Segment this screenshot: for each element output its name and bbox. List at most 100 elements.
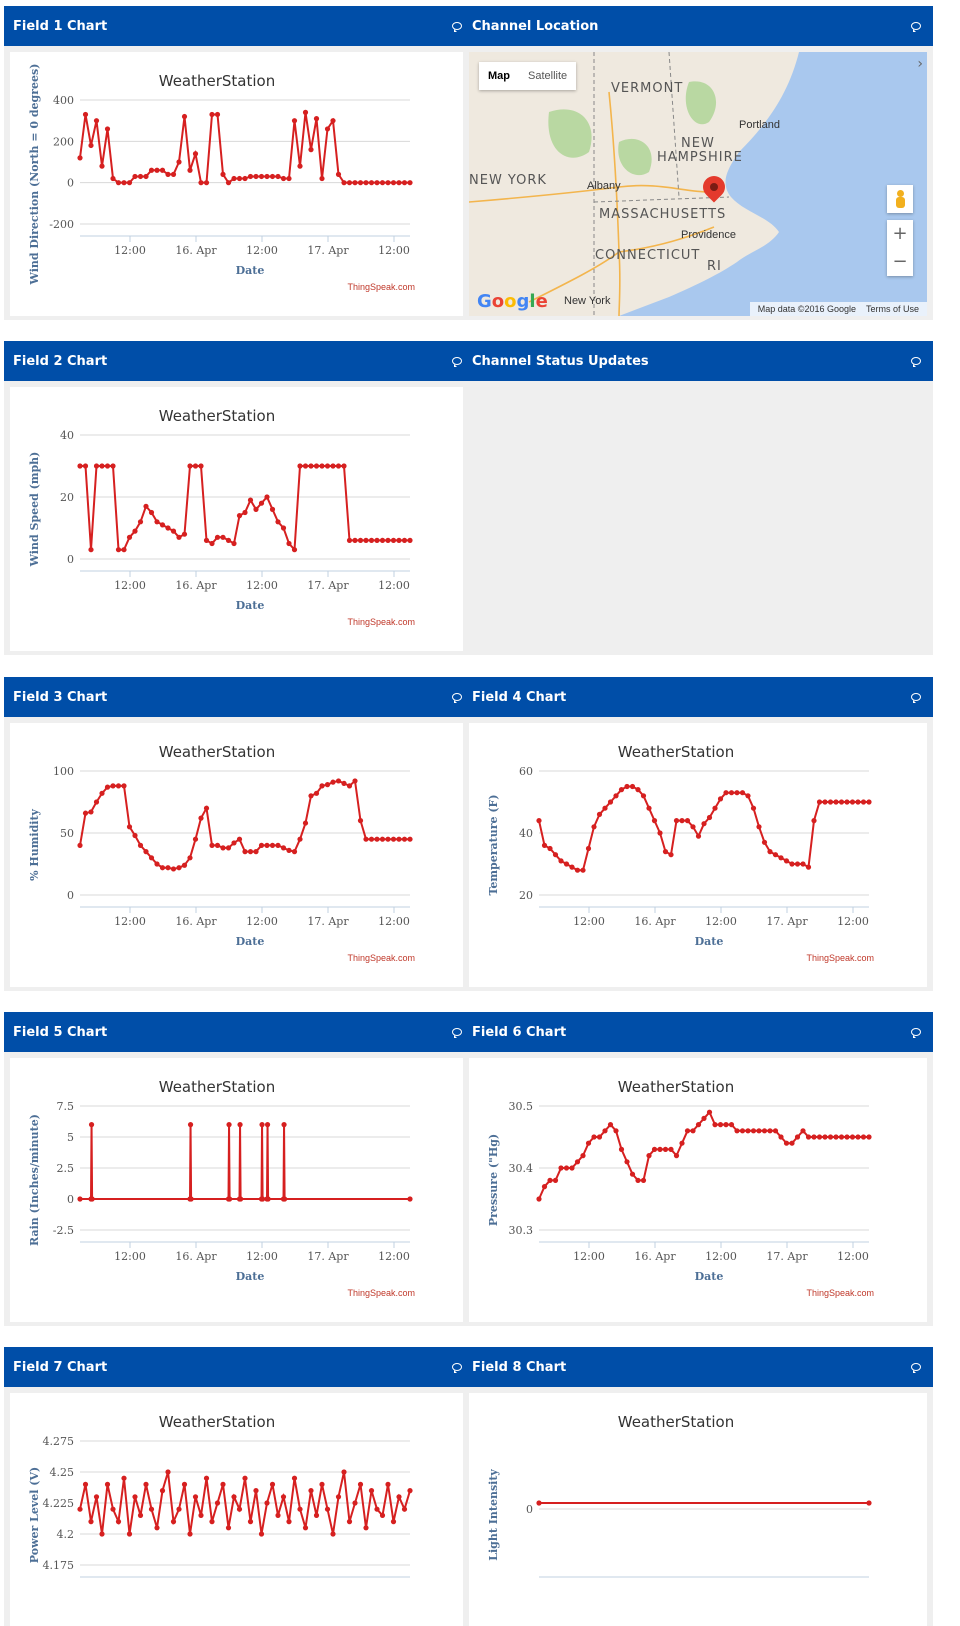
comment-icon[interactable] [452,22,462,32]
data-point[interactable] [165,1469,171,1475]
chevron-right-icon[interactable]: › [917,56,923,72]
data-point[interactable] [143,503,149,509]
data-point[interactable] [750,805,757,811]
data-point[interactable] [192,836,199,842]
data-point[interactable] [115,547,122,553]
data-point[interactable] [838,799,845,805]
data-point[interactable] [170,171,177,177]
data-point[interactable] [833,799,839,805]
data-point[interactable] [253,1488,259,1494]
data-point[interactable] [357,180,364,186]
data-point[interactable] [580,867,586,873]
data-point[interactable] [297,836,303,842]
data-point[interactable] [214,534,221,540]
data-point[interactable] [88,142,94,149]
data-point[interactable] [137,1512,144,1518]
data-point[interactable] [275,173,281,180]
data-point[interactable] [618,787,625,793]
data-point[interactable] [148,1506,155,1512]
data-point[interactable] [401,537,408,543]
data-point[interactable] [121,547,127,553]
data-point[interactable] [264,1122,271,1128]
data-point[interactable] [778,1134,784,1140]
comment-icon[interactable] [911,22,921,32]
data-point[interactable] [280,1494,287,1500]
data-point[interactable] [319,1481,325,1487]
data-point[interactable] [176,159,182,165]
data-point[interactable] [231,840,237,846]
data-point[interactable] [341,180,347,186]
data-point[interactable] [783,1140,790,1146]
data-point[interactable] [242,509,248,516]
data-point[interactable] [203,1475,210,1481]
data-point[interactable] [99,790,105,796]
data-point[interactable] [618,1146,625,1152]
data-point[interactable] [198,1512,204,1518]
data-point[interactable] [132,832,138,839]
data-point[interactable] [181,862,188,868]
data-point[interactable] [778,855,784,861]
data-point[interactable] [77,1506,83,1512]
data-point[interactable] [226,1122,232,1128]
data-point[interactable] [772,1128,779,1134]
data-point[interactable] [368,537,375,543]
data-point[interactable] [242,849,248,855]
data-point[interactable] [258,1531,265,1537]
data-point[interactable] [148,855,155,861]
data-point[interactable] [165,171,171,177]
data-point[interactable] [99,163,105,169]
data-point[interactable] [121,180,127,186]
data-point[interactable] [253,173,259,180]
data-point[interactable] [220,171,226,177]
data-point[interactable] [143,849,149,855]
comment-icon[interactable] [911,693,921,703]
data-point[interactable] [264,173,270,180]
data-point[interactable] [352,537,358,543]
data-point[interactable] [536,818,542,824]
data-point[interactable] [154,861,160,867]
data-point[interactable] [319,783,325,789]
data-point[interactable] [569,1165,575,1171]
data-point[interactable] [673,818,680,824]
data-point[interactable] [833,1134,839,1140]
data-point[interactable] [701,1115,707,1121]
data-point[interactable] [269,1481,276,1487]
data-point[interactable] [574,867,581,873]
data-point[interactable] [379,836,386,842]
data-point[interactable] [662,849,669,855]
map-type-map-button[interactable]: Map [488,70,510,82]
data-point[interactable] [547,1177,553,1183]
data-point[interactable] [159,522,166,528]
comment-icon[interactable] [452,1363,462,1373]
data-point[interactable] [99,463,105,469]
data-point[interactable] [132,173,138,180]
data-point[interactable] [635,787,641,793]
data-point[interactable] [390,836,397,842]
data-point[interactable] [192,463,199,469]
data-point[interactable] [110,1506,116,1512]
data-point[interactable] [822,1134,828,1140]
data-point[interactable] [330,118,336,124]
data-point[interactable] [308,463,314,469]
data-point[interactable] [275,519,281,525]
data-point[interactable] [247,849,254,855]
data-point[interactable] [126,534,133,540]
data-point[interactable] [88,547,94,553]
data-point[interactable] [385,180,391,186]
data-point[interactable] [761,839,768,845]
data-point[interactable] [308,147,314,153]
data-point[interactable] [855,799,861,805]
comment-icon[interactable] [911,1028,921,1038]
data-point[interactable] [308,793,314,799]
data-point[interactable] [860,799,867,805]
data-point[interactable] [126,1531,133,1537]
data-point[interactable] [115,1519,122,1525]
data-point[interactable] [291,118,298,124]
data-point[interactable] [695,1122,702,1128]
data-point[interactable] [281,1122,287,1128]
data-point[interactable] [624,783,630,790]
data-point[interactable] [569,864,575,870]
data-point[interactable] [275,1512,281,1518]
data-point[interactable] [170,1519,177,1525]
data-point[interactable] [159,865,166,871]
